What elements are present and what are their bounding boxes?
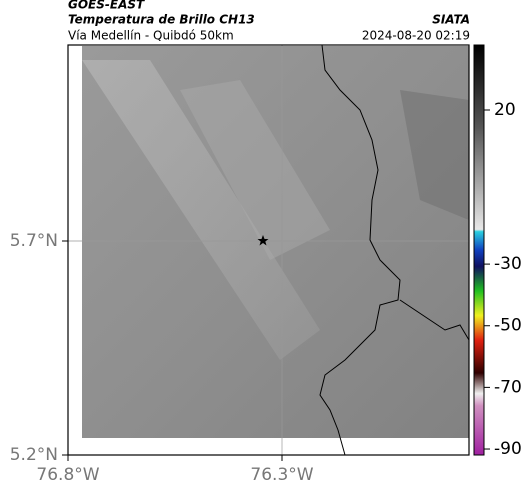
location-marker xyxy=(257,235,269,246)
border xyxy=(399,299,470,341)
map-frame xyxy=(67,44,470,456)
colorbar-label: -30 xyxy=(494,254,522,274)
lat-label: 5.7°N xyxy=(10,231,58,251)
lat-label: 5.2°N xyxy=(10,445,58,465)
dark-area xyxy=(400,90,469,220)
lon-label: 76.3°W xyxy=(250,465,313,485)
region: Vía Medellín - Quibdó 50km xyxy=(68,29,234,43)
source: GOES-EAST xyxy=(68,0,145,12)
colorbar-label: 20 xyxy=(494,100,516,120)
coastline xyxy=(319,44,401,456)
colorbar-label: -70 xyxy=(494,377,522,397)
cloud-band xyxy=(82,60,320,360)
colorbar-label: -50 xyxy=(494,316,522,336)
colorbar xyxy=(473,44,485,456)
agency: SIATA xyxy=(432,13,470,27)
lon-label: 76.8°W xyxy=(36,465,99,485)
product: Temperatura de Brillo CH13 xyxy=(68,13,255,27)
timestamp: 2024-08-20 02:19 xyxy=(362,29,470,43)
colorbar-label: -90 xyxy=(494,439,522,459)
ticks: 5.7°N 5.2°N76.8°W 76.3°W 20 -30 -50 -70 -90 xyxy=(10,100,522,485)
cloud-band xyxy=(180,80,330,260)
frame xyxy=(67,44,470,456)
